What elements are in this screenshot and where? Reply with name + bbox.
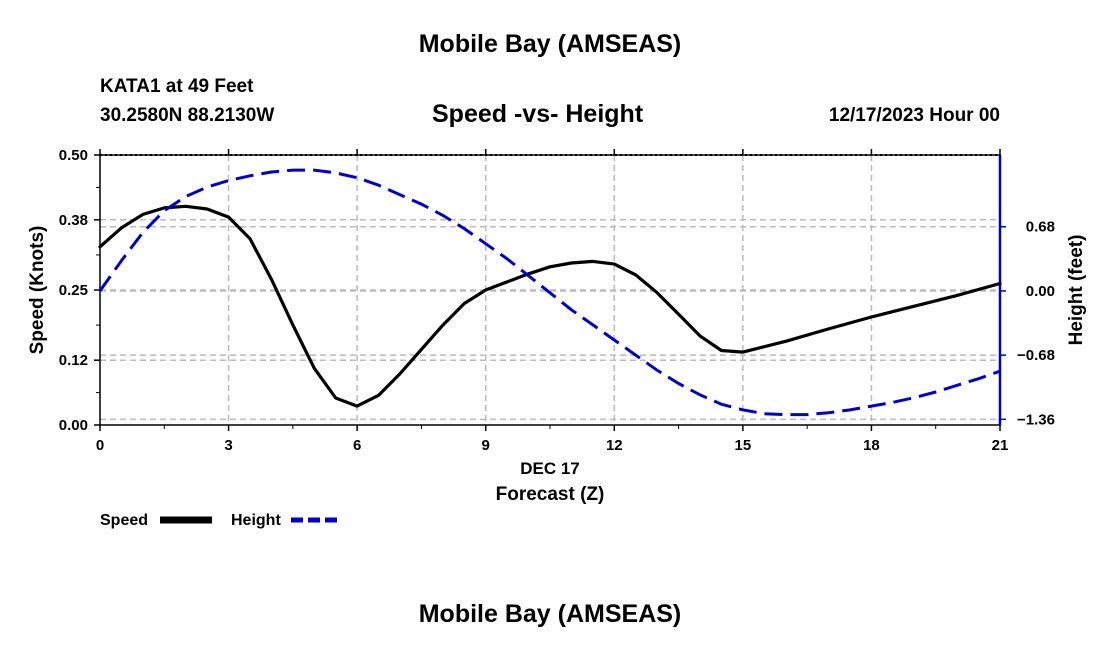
x-axis-title: Forecast (Z) (496, 484, 605, 505)
legend-label-height: Height (231, 512, 281, 529)
x-tick-label: 0 (96, 437, 104, 454)
station-coordinates: 30.2580N 88.2130W (100, 105, 275, 126)
series-line-height (98, 168, 1001, 417)
x-tick-label: 18 (863, 437, 880, 454)
chart-main-title: Mobile Bay (AMSEAS) (418, 30, 682, 58)
y2-tick-label: 0.00 (1026, 283, 1055, 300)
y-tick-label: 0.50 (59, 147, 88, 164)
x-tick-label: 21 (992, 437, 1009, 454)
footer-title: Mobile Bay (AMSEAS) (418, 600, 682, 628)
forecast-date: 12/17/2023 Hour 00 (828, 105, 1000, 126)
legend-label-speed: Speed (100, 512, 148, 529)
series-line-speed (98, 204, 1002, 408)
y-tick-label: 0.00 (59, 417, 88, 434)
x-tick-label: 15 (735, 437, 752, 454)
speed-height-chart: 0 3 6 9 12 15 18 21 0.00 0.12 0.25 0.38 0.50 0.68 0.00… (27, 147, 1087, 529)
x-tick-label: 12 (606, 437, 623, 454)
series-layer (98, 168, 1002, 417)
grid-layer (100, 155, 1000, 425)
y2-axis-title: Height (feet) (1066, 235, 1087, 346)
y-tick-label: 0.25 (59, 282, 88, 299)
y-axis-title: Speed (Knots) (27, 226, 48, 355)
x-tick-label: 9 (482, 437, 490, 454)
y2-tick-label: 0.68 (1026, 219, 1055, 236)
station-name: KATA1 at 49 Feet (100, 76, 254, 97)
chart-subtitle: Speed -vs- Height (432, 100, 644, 128)
y-tick-label: 0.38 (59, 212, 88, 229)
x-axis-date-label: DEC 17 (520, 459, 580, 478)
x-tick-label: 3 (224, 437, 232, 454)
ticks-layer: 0 3 6 9 12 15 18 21 0.00 0.12 0.25 0.38 0.50 0.68 0.00… (59, 147, 1055, 454)
y-tick-label: 0.12 (59, 352, 88, 369)
legend: Speed Height (100, 512, 342, 529)
y2-tick-label: −1.36 (1017, 411, 1055, 428)
y2-tick-label: −0.68 (1017, 347, 1055, 364)
x-tick-label: 6 (353, 437, 361, 454)
